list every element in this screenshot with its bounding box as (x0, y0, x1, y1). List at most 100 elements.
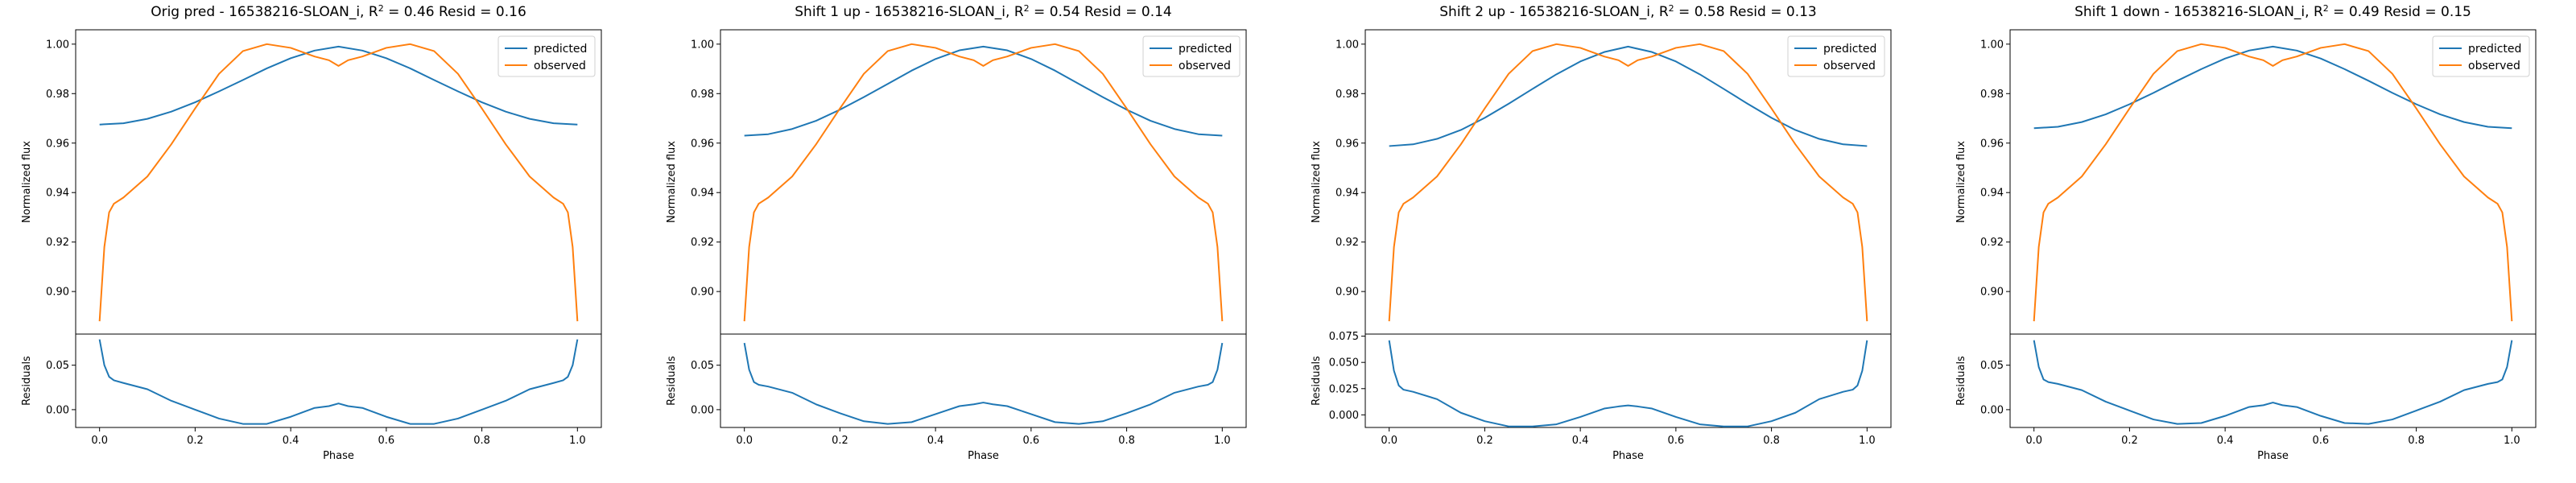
residual-line (98, 339, 579, 425)
chart-panel-1: Orig pred - 16538216-SLOAN_i, R2 = 0.46 … (21, 3, 602, 462)
flux-ytick-label: 0.96 (1980, 138, 2004, 150)
flux-ytick-label: 0.98 (691, 89, 714, 101)
legend-label-predicted: predicted (1179, 43, 1232, 56)
series-line-observed (1388, 43, 1868, 322)
x-axis-label: Phase (1612, 450, 1644, 462)
legend-label-observed: observed (1179, 60, 1231, 72)
xtick-label: 1.0 (1214, 435, 1231, 447)
residual-ytick-label: 0.00 (1980, 404, 2004, 416)
x-axis-label: Phase (2257, 450, 2289, 462)
series-line-predicted (2033, 45, 2512, 130)
residual-line (743, 342, 1224, 425)
residual-ytick-label: 0.00 (46, 404, 69, 416)
legend-label-observed: observed (2468, 60, 2520, 72)
xtick-label: 0.2 (187, 435, 204, 447)
xtick-label: 0.2 (2121, 435, 2138, 447)
residual-ytick-label: 0.05 (46, 360, 69, 372)
residual-ytick-label: 0.05 (1980, 360, 2004, 372)
xtick-label: 0.4 (283, 435, 299, 447)
legend-box (1787, 35, 1885, 77)
residual-ytick-label: 0.00 (691, 404, 714, 416)
x-axis-label: Phase (968, 450, 999, 462)
residual-axes-frame (1364, 333, 1892, 428)
chart-title: Shift 2 up - 16538216-SLOAN_i, R2 = 0.58… (1439, 3, 1816, 20)
residual-ytick-label: 0.05 (691, 360, 714, 372)
flux-ytick-label: 1.00 (691, 39, 714, 51)
xtick-label: 0.4 (927, 435, 944, 447)
residual-axes-frame (75, 333, 602, 428)
residual-line (1388, 340, 1868, 427)
residual-ytick-label: 0.075 (1329, 331, 1359, 343)
flux-ytick-label: 0.90 (691, 287, 714, 299)
flux-ytick-label: 0.96 (1335, 138, 1359, 150)
flux-ytick-label: 0.94 (46, 188, 69, 200)
flux-ytick-label: 0.98 (1980, 89, 2004, 101)
series-line-predicted (1389, 45, 1868, 147)
x-axis-label: Phase (323, 450, 354, 462)
xtick-label: 1.0 (1859, 435, 1876, 447)
residual-axes-frame (720, 333, 1247, 428)
xtick-label: 0.8 (473, 435, 490, 447)
residual-line (2033, 340, 2513, 425)
series-line-observed (743, 43, 1224, 322)
xtick-label: 0.6 (2313, 435, 2330, 447)
residual-ytick-label: 0.050 (1329, 357, 1359, 369)
series-line-predicted (744, 45, 1223, 137)
xtick-label: 0.8 (2408, 435, 2425, 447)
residual-ytick-label: 0.000 (1329, 410, 1359, 422)
residual-axes-frame (2009, 333, 2537, 428)
chart-title: Orig pred - 16538216-SLOAN_i, R2 = 0.46 … (151, 3, 526, 20)
residual-ytick-label: 0.025 (1329, 383, 1359, 395)
xtick-label: 1.0 (2504, 435, 2520, 447)
xtick-label: 0.0 (1381, 435, 1397, 447)
legend-label-predicted: predicted (534, 43, 587, 56)
xtick-label: 0.2 (832, 435, 848, 447)
flux-ylabel: Normalized flux (666, 141, 678, 223)
flux-ytick-label: 0.92 (691, 237, 714, 249)
flux-ytick-label: 0.98 (1335, 89, 1359, 101)
flux-ytick-label: 0.96 (691, 138, 714, 150)
flux-ytick-label: 1.00 (46, 39, 69, 51)
xtick-label: 0.0 (736, 435, 753, 447)
flux-ytick-label: 1.00 (1980, 39, 2004, 51)
flux-ytick-label: 0.92 (46, 237, 69, 249)
xtick-label: 0.8 (1118, 435, 1135, 447)
series-line-predicted (99, 45, 578, 126)
chart-panel-3: Shift 2 up - 16538216-SLOAN_i, R2 = 0.58… (1311, 3, 1892, 462)
residual-ylabel: Residuals (666, 356, 678, 406)
flux-ytick-label: 0.92 (1980, 237, 2004, 249)
residual-ylabel: Residuals (1955, 356, 1967, 406)
xtick-label: 0.4 (1572, 435, 1589, 447)
xtick-label: 0.6 (378, 435, 395, 447)
series-line-observed (2033, 43, 2513, 322)
flux-ytick-label: 1.00 (1335, 39, 1359, 51)
xtick-label: 1.0 (569, 435, 586, 447)
flux-ytick-label: 0.96 (46, 138, 69, 150)
flux-ytick-label: 0.94 (691, 188, 714, 200)
legend-label-observed: observed (1823, 60, 1876, 72)
flux-ytick-label: 0.94 (1980, 188, 2004, 200)
legend-label-observed: observed (534, 60, 586, 72)
residual-ylabel: Residuals (1311, 356, 1323, 406)
flux-ytick-label: 0.90 (1980, 287, 2004, 299)
flux-ytick-label: 0.90 (1335, 287, 1359, 299)
flux-ylabel: Normalized flux (1955, 141, 1967, 223)
xtick-label: 0.6 (1668, 435, 1685, 447)
legend-box (497, 35, 596, 77)
xtick-label: 0.2 (1476, 435, 1493, 447)
flux-ylabel: Normalized flux (21, 141, 33, 223)
flux-ytick-label: 0.90 (46, 287, 69, 299)
xtick-label: 0.6 (1023, 435, 1040, 447)
flux-ytick-label: 0.94 (1335, 188, 1359, 200)
series-line-observed (98, 43, 579, 322)
chart-panel-4: Shift 1 down - 16538216-SLOAN_i, R2 = 0.… (1955, 3, 2537, 462)
flux-ylabel: Normalized flux (1311, 141, 1323, 223)
xtick-label: 0.0 (2025, 435, 2042, 447)
xtick-label: 0.0 (91, 435, 108, 447)
legend-box (1142, 35, 1241, 77)
residual-ylabel: Residuals (21, 356, 33, 406)
chart-title: Shift 1 down - 16538216-SLOAN_i, R2 = 0.… (2074, 3, 2471, 20)
legend-label-predicted: predicted (1823, 43, 1876, 56)
chart-title: Shift 1 up - 16538216-SLOAN_i, R2 = 0.54… (795, 3, 1171, 20)
